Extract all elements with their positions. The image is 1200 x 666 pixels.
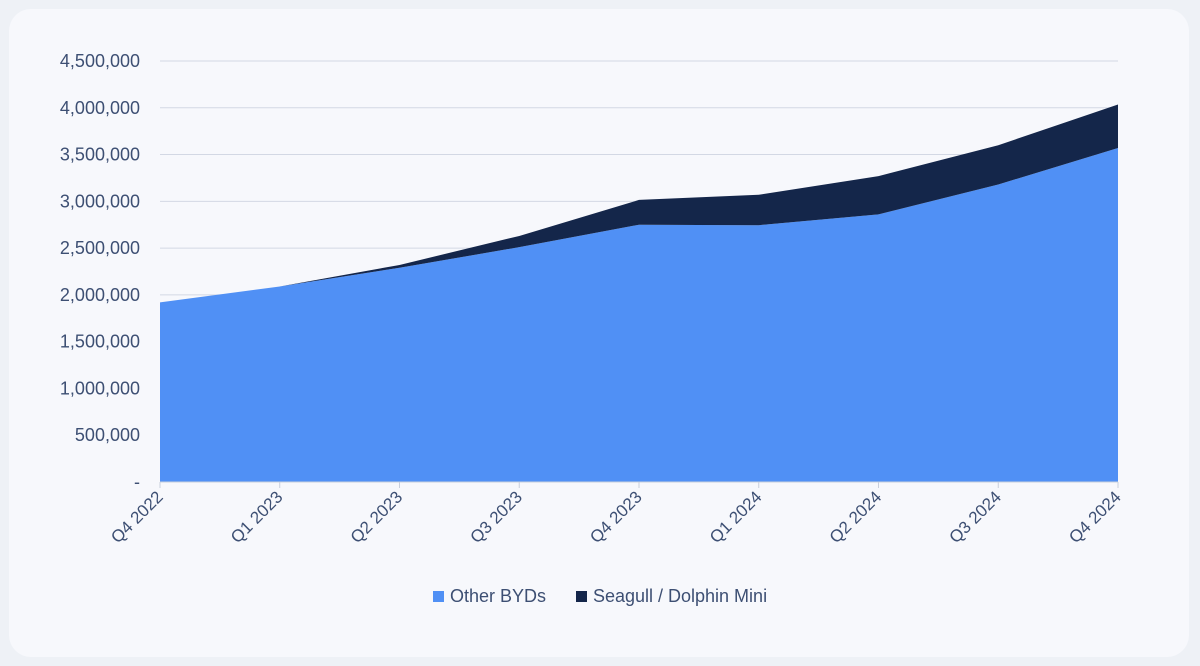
x-tick-label: Q3 2024	[946, 487, 1006, 547]
y-tick-label: 2,500,000	[60, 238, 140, 258]
x-tick-label: Q4 2022	[107, 487, 167, 547]
y-tick-label: 4,500,000	[60, 51, 140, 71]
x-tick-label: Q4 2024	[1065, 487, 1125, 547]
legend-swatch-seagull-dolphin-mini	[575, 591, 587, 602]
y-tick-label: 1,500,000	[60, 332, 140, 352]
y-tick-label: 3,500,000	[60, 145, 140, 165]
y-tick-label: 2,000,000	[60, 285, 140, 305]
y-axis: - 500,000 1,000,000 1,500,000 2,000,000 2,500…	[60, 51, 140, 492]
x-axis: Q4 2022 Q1 2023 Q2 2023 Q3 2023 Q4 2023 Q1 20…	[107, 481, 1125, 547]
legend-swatch-other-byds	[432, 591, 444, 602]
x-tick-label: Q1 2024	[706, 487, 766, 547]
x-tick-label: Q4 2023	[586, 487, 646, 547]
y-tick-label: 1,000,000	[60, 378, 140, 398]
area-other-byds	[160, 148, 1118, 483]
y-tick-label: 4,000,000	[60, 98, 140, 118]
legend-item-other-byds: Other BYDs	[432, 586, 546, 607]
x-tick-label: Q2 2024	[826, 487, 886, 547]
area-seagull-dolphin-mini	[160, 104, 1118, 303]
area-series	[160, 104, 1118, 483]
y-tick-label: -	[134, 472, 140, 492]
legend-label-other-byds: Other BYDs	[449, 586, 546, 606]
x-tick-label: Q3 2023	[467, 487, 527, 547]
legend-label-seagull-dolphin-mini: Seagull / Dolphin Mini	[592, 586, 768, 606]
legend-item-seagull-dolphin-mini: Seagull / Dolphin Mini	[575, 586, 768, 607]
x-tick-label: Q1 2023	[227, 487, 287, 547]
x-tick-label: Q2 2023	[347, 487, 407, 547]
y-tick-label: 500,000	[75, 425, 140, 445]
legend: Other BYDs Seagull / Dolphin Mini	[0, 586, 1200, 607]
y-tick-label: 3,000,000	[60, 191, 140, 211]
